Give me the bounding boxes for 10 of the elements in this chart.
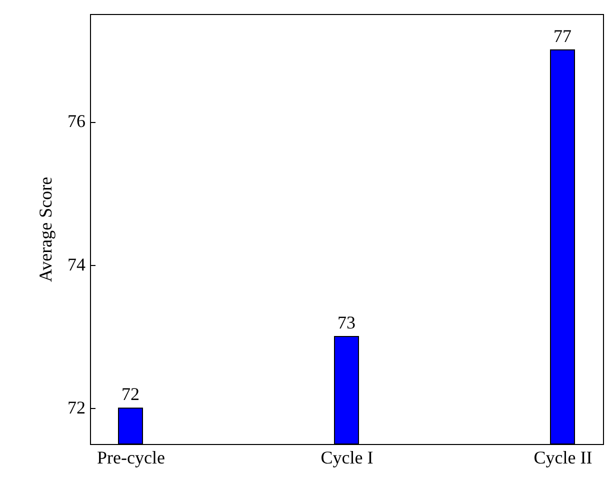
y-tick-label: 76 — [68, 111, 86, 131]
x-tick-label: Pre-cycle — [97, 448, 165, 468]
x-tick-label: Cycle I — [320, 448, 374, 468]
data-label: 77 — [554, 26, 572, 46]
y-tick-label: 72 — [68, 398, 86, 418]
x-tick-label: Cycle II — [534, 448, 592, 468]
y-tick-label: 74 — [68, 254, 86, 274]
data-label: 72 — [122, 384, 140, 404]
y-axis-title: Average Score — [36, 176, 56, 282]
data-label: 73 — [338, 312, 356, 332]
